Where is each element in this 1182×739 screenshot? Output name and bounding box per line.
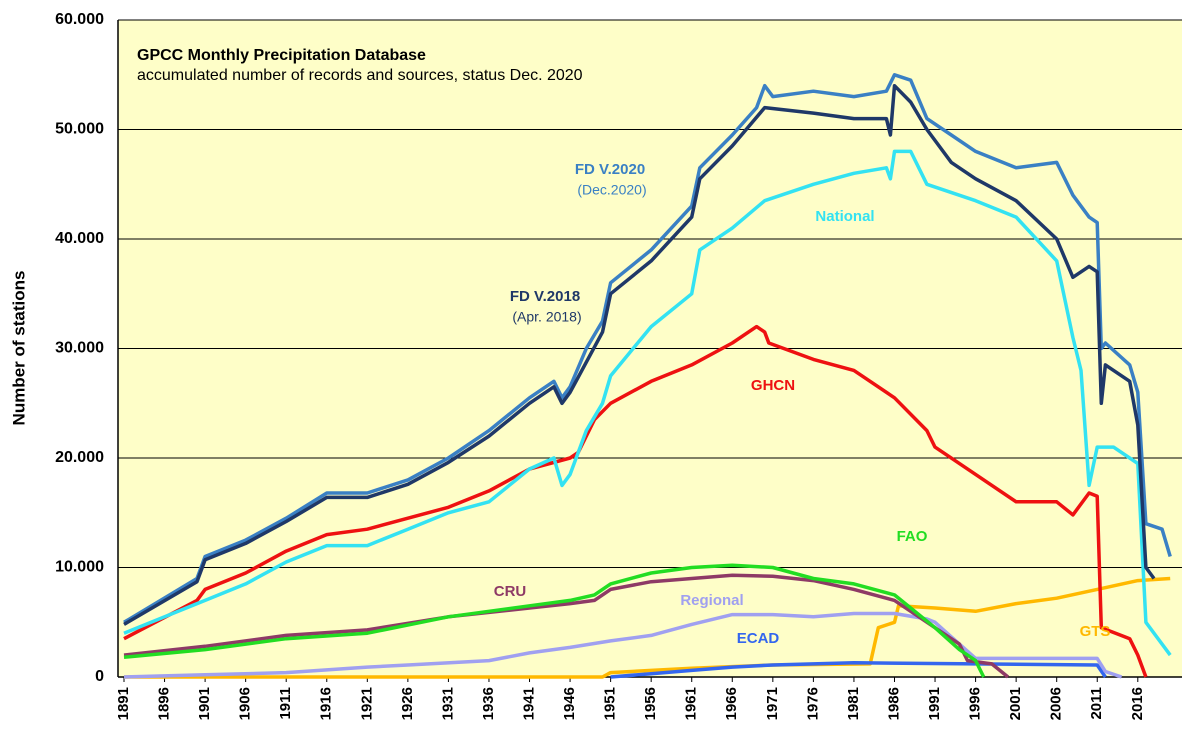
x-tick-label: 1986 (885, 687, 902, 720)
series-label: National (815, 208, 874, 225)
series-label: FD V.2020 (575, 161, 645, 178)
series-line (610, 661, 1107, 679)
x-tick-label: 1911 (277, 687, 294, 720)
x-tick-label: 1921 (358, 687, 375, 720)
x-tick-label: 1961 (683, 687, 700, 720)
x-tick-label: 2011 (1088, 687, 1105, 720)
y-axis-label: Number of stations (9, 271, 28, 426)
y-tick-label: 40.000 (55, 230, 104, 247)
x-tick-label: 2016 (1129, 687, 1146, 720)
x-tick-label: 1936 (480, 687, 497, 720)
chart-subtitle: accumulated number of records and source… (137, 67, 583, 84)
x-tick-label: 1991 (926, 687, 943, 720)
x-tick-label: 1926 (399, 687, 416, 720)
x-tick-label: 1971 (764, 687, 781, 720)
y-tick-label: 10.000 (55, 559, 104, 576)
series-label: GHCN (751, 377, 795, 394)
x-tick-label: 1951 (602, 687, 619, 720)
x-tick-label: 1996 (967, 687, 984, 720)
series-line (123, 149, 1172, 657)
x-tick-label: 2006 (1048, 687, 1065, 720)
x-tick-label: 1976 (804, 687, 821, 720)
x-tick-label: 1891 (115, 687, 132, 720)
x-tick-label: 1966 (723, 687, 740, 720)
y-tick-label: 30.000 (55, 340, 104, 357)
series-line (123, 73, 1172, 624)
x-tick-label: 1941 (520, 687, 537, 720)
series-label: CRU (494, 583, 527, 600)
y-tick-label: 20.000 (55, 449, 104, 466)
series-label: FD V.2018 (510, 288, 580, 305)
x-tick-label: 1896 (156, 687, 173, 720)
series-line (123, 611, 1123, 679)
y-tick-label: 50.000 (55, 121, 104, 138)
x-tick-label: 1956 (642, 687, 659, 720)
y-tick-label: 0 (95, 668, 104, 685)
x-tick-label: 1916 (318, 687, 335, 720)
x-tick-label: 1931 (439, 687, 456, 720)
x-tick-label: 1906 (237, 687, 254, 720)
series-line (123, 83, 1156, 626)
x-tick-label: 1901 (196, 687, 213, 720)
series-label: GTS (1080, 623, 1111, 640)
x-tick-label: 1981 (845, 687, 862, 720)
series-label: FAO (897, 528, 928, 545)
series-label: Regional (680, 592, 743, 609)
x-tick-label: 1946 (561, 687, 578, 720)
series-line (123, 573, 1010, 679)
series-label: ECAD (737, 630, 780, 647)
series-note: (Apr. 2018) (512, 309, 581, 325)
series-line (123, 324, 1148, 678)
y-tick-label: 60.000 (55, 11, 104, 28)
series-line (123, 563, 986, 678)
series-note: (Dec.2020) (577, 182, 646, 198)
chart-title: GPCC Monthly Precipitation Database (137, 47, 426, 64)
x-tick-label: 2001 (1007, 687, 1024, 720)
